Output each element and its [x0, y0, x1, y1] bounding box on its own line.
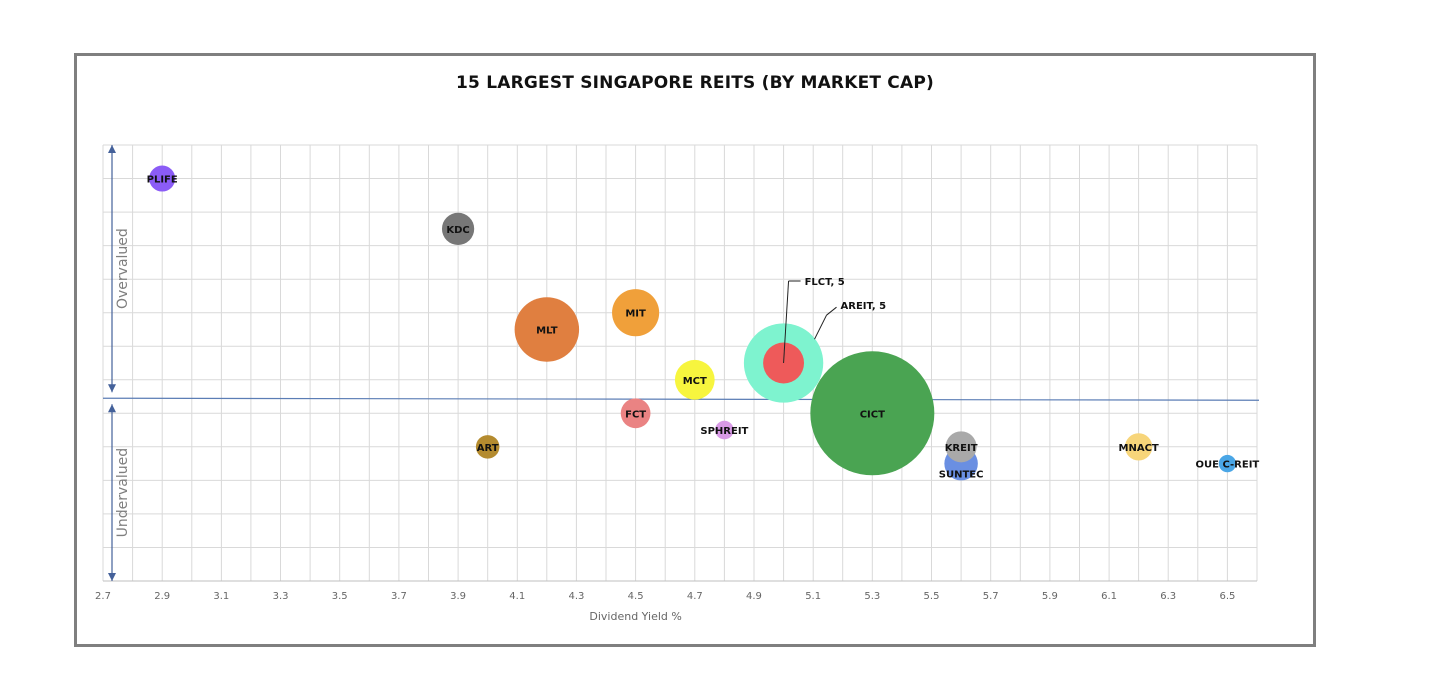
- bubble-mct: [674, 359, 715, 400]
- x-tick-label: 5.3: [864, 591, 880, 602]
- gridlines: [102, 144, 1258, 582]
- bubble-label: CICT: [860, 409, 885, 420]
- valuation-divider: [102, 397, 1260, 401]
- bubble-label: KDC: [446, 225, 469, 236]
- callout-leader: [814, 314, 827, 340]
- bubble-label: PLIFE: [147, 175, 178, 186]
- bubble-label: SUNTEC: [939, 469, 984, 480]
- bubbles: [149, 165, 1237, 481]
- bubble-cict: [810, 351, 935, 476]
- x-tick-label: 3.3: [273, 591, 289, 602]
- bubble-sphreit: [715, 420, 734, 440]
- x-tick-label: 5.7: [983, 591, 999, 602]
- side-annotations: Overvalued Undervalued: [108, 145, 131, 581]
- bubble-mnact: [1125, 433, 1153, 461]
- x-tick-label: 3.5: [332, 591, 348, 602]
- bubble-label: OUE C-REIT: [1196, 460, 1260, 471]
- x-tick-label: 6.5: [1219, 591, 1235, 602]
- x-tick-label: 6.1: [1101, 591, 1117, 602]
- overvalued-arrow-head: [108, 384, 116, 393]
- x-tick-label: 4.3: [568, 591, 584, 602]
- x-tick-label: 3.7: [391, 591, 407, 602]
- bubble-mlt: [514, 297, 580, 362]
- callout-leader: [783, 280, 790, 364]
- x-tick-label: 3.1: [213, 591, 229, 602]
- x-tick-label: 6.3: [1160, 591, 1176, 602]
- callout-label-areit: AREIT, 5: [841, 301, 887, 312]
- bubble-labels: PLIFE KDC MLT MIT MCT FCT SPHREIT ART CICT SUNTEC…: [147, 175, 1260, 481]
- callout-leader: [826, 306, 837, 316]
- bubble-art: [475, 435, 500, 459]
- bubble-label: MCT: [683, 376, 707, 387]
- bubble-oue-c-reit: [1218, 454, 1237, 473]
- bubble-chart: PLIFE KDC MLT MIT MCT FCT SPHREIT ART CICT SUNTEC…: [95, 144, 1260, 623]
- bubble-mit: [612, 289, 660, 337]
- x-tick-label: 2.9: [154, 591, 170, 602]
- overvalued-label: Overvalued: [115, 228, 131, 309]
- chart-title: 15 LARGEST SINGAPORE REITS (BY MARKET CA…: [456, 73, 934, 93]
- x-axis-title: Dividend Yield %: [589, 610, 681, 623]
- bubble-label: FCT: [625, 409, 646, 420]
- x-tick-label: 2.7: [95, 591, 111, 602]
- bubble-kreit: [945, 431, 977, 463]
- bubble-label: ART: [477, 443, 499, 454]
- x-tick-label: 4.5: [628, 591, 644, 602]
- undervalued-arrow-head: [108, 404, 116, 413]
- bubble-label: SPHREIT: [700, 426, 748, 437]
- bubble-kdc: [441, 212, 475, 245]
- chart-frame: 15 LARGEST SINGAPORE REITS (BY MARKET CA…: [74, 53, 1316, 647]
- bubble-fct: [620, 398, 651, 429]
- x-tick-label: 3.9: [450, 591, 466, 602]
- x-tick-label: 4.9: [746, 591, 762, 602]
- undervalued-arrow-head: [108, 573, 116, 581]
- x-tick-label: 4.1: [509, 591, 525, 602]
- bubble-plife: [149, 165, 176, 192]
- overvalued-arrow-head: [108, 145, 116, 153]
- bubble-label: KREIT: [945, 443, 978, 454]
- bubble-label: MIT: [625, 309, 646, 320]
- x-tick-label: 5.5: [924, 591, 940, 602]
- bubble-label: MNACT: [1119, 443, 1159, 454]
- x-tick-label: 5.9: [1042, 591, 1058, 602]
- callout-label-flct: FLCT, 5: [805, 277, 845, 288]
- x-tick-label: 4.7: [687, 591, 703, 602]
- bubble-label: MLT: [536, 325, 558, 336]
- x-axis: 2.7 2.9 3.1 3.3 3.5 3.7 3.9 4.1 4.3 4.5 4.7 4.9 5.1 5…: [95, 580, 1257, 623]
- callouts: FLCT, 5 AREIT, 5: [783, 277, 887, 364]
- undervalued-label: Undervalued: [115, 448, 131, 538]
- divider-line: [102, 397, 1260, 401]
- x-tick-label: 5.1: [805, 591, 821, 602]
